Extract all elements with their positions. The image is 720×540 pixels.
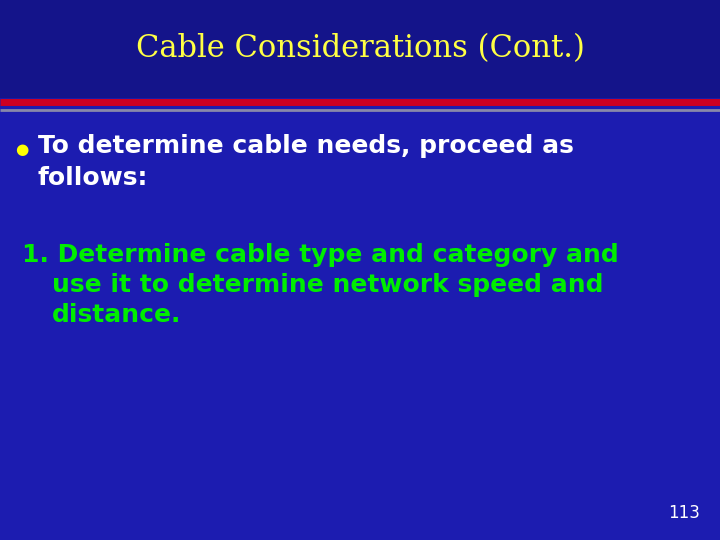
Text: 113: 113 — [668, 504, 700, 522]
Text: 1. Determine cable type and category and: 1. Determine cable type and category and — [22, 243, 618, 267]
Text: ●: ● — [15, 143, 29, 158]
Bar — [0, 0, 720, 97]
Text: Cable Considerations (Cont.): Cable Considerations (Cont.) — [135, 33, 585, 64]
Text: use it to determine network speed and: use it to determine network speed and — [52, 273, 603, 297]
Text: To determine cable needs, proceed as: To determine cable needs, proceed as — [38, 134, 574, 158]
Text: distance.: distance. — [52, 303, 181, 327]
Text: follows:: follows: — [38, 166, 148, 190]
